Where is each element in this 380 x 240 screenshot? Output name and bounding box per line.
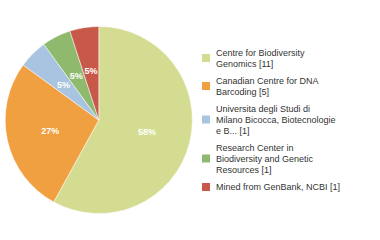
svg-text:Resources [1]: Resources [1] [216, 165, 272, 175]
svg-text:Milano Bicocca, Biotecnologie: Milano Bicocca, Biotecnologie [216, 115, 336, 125]
svg-text:Universita degli Studi di: Universita degli Studi di [216, 104, 310, 114]
svg-text:5%: 5% [70, 71, 83, 81]
svg-text:58%: 58% [138, 127, 156, 137]
svg-text:27%: 27% [41, 126, 59, 136]
svg-text:Centre for Biodiversity: Centre for Biodiversity [216, 48, 305, 58]
svg-text:e B... [1]: e B... [1] [216, 126, 250, 136]
svg-text:5%: 5% [85, 66, 98, 76]
svg-text:Barcoding [5]: Barcoding [5] [216, 87, 269, 97]
svg-text:5%: 5% [57, 80, 70, 90]
svg-text:Mined from GenBank, NCBI [1]: Mined from GenBank, NCBI [1] [216, 182, 340, 192]
svg-text:Biodiversity and Genetic: Biodiversity and Genetic [216, 154, 314, 164]
svg-text:Canadian Centre for DNA: Canadian Centre for DNA [216, 76, 319, 86]
svg-text:Research Center in: Research Center in [216, 143, 294, 153]
svg-text:Genomics [11]: Genomics [11] [216, 59, 273, 69]
